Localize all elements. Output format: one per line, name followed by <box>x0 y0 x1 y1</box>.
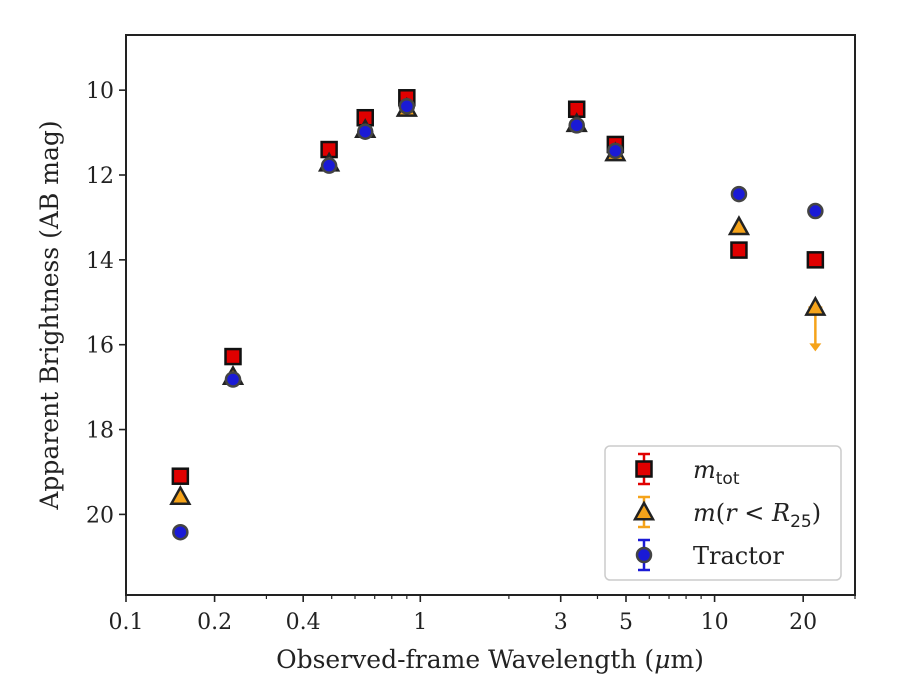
y-tick-label: 10 <box>86 79 114 104</box>
x-axis-label: Observed-frame Wavelength (μm) <box>276 645 704 674</box>
data-point <box>804 295 827 316</box>
legend-marker-circle <box>635 546 653 564</box>
data-point <box>172 523 189 541</box>
y-axis-label: Apparent Brightness (AB mag) <box>35 120 64 510</box>
data-point <box>320 157 338 174</box>
legend-label-tractor: Tractor <box>693 542 784 570</box>
data-point <box>807 202 824 220</box>
x-tick-label: 10 <box>701 610 729 635</box>
data-point <box>806 251 825 269</box>
y-tick-label: 18 <box>86 419 114 444</box>
series-square <box>171 89 825 485</box>
data-markers <box>169 89 827 541</box>
y-tick-label: 12 <box>86 164 114 189</box>
data-point <box>169 485 192 506</box>
data-point <box>607 142 624 160</box>
series-circle <box>172 98 824 541</box>
upper-limit-arrowhead <box>809 343 822 352</box>
legend-box <box>604 445 842 581</box>
data-point <box>568 117 585 134</box>
legend-marker-square <box>635 460 653 478</box>
x-tick-label: 5 <box>619 610 633 635</box>
legend-label-m-tot: mtot <box>693 456 740 489</box>
x-tick-label: 20 <box>789 610 817 635</box>
data-point <box>730 185 748 203</box>
x-tick-label: 0.1 <box>109 610 144 635</box>
data-point <box>398 98 416 115</box>
x-axis: 0.1 0.2 0.4 1 3 5 10 20 <box>109 595 856 635</box>
legend-marker-triangle <box>632 500 656 521</box>
data-point <box>224 347 242 366</box>
x-tick-label: 0.2 <box>197 610 232 635</box>
x-tick-label: 1 <box>413 610 427 635</box>
series-triangle <box>169 96 827 506</box>
y-axis: 10 12 14 16 18 20 <box>86 79 126 528</box>
y-tick-label: 20 <box>86 503 114 528</box>
x-tick-label: 3 <box>554 610 568 635</box>
data-point <box>727 215 751 236</box>
data-point <box>730 241 748 259</box>
plot-area <box>125 34 856 596</box>
data-point <box>171 467 190 485</box>
x-tick-label: 0.4 <box>286 610 321 635</box>
plot-frame <box>125 34 856 596</box>
y-tick-label: 14 <box>86 249 114 274</box>
y-tick-label: 16 <box>86 334 114 359</box>
data-point <box>356 123 374 140</box>
data-point <box>224 371 242 388</box>
